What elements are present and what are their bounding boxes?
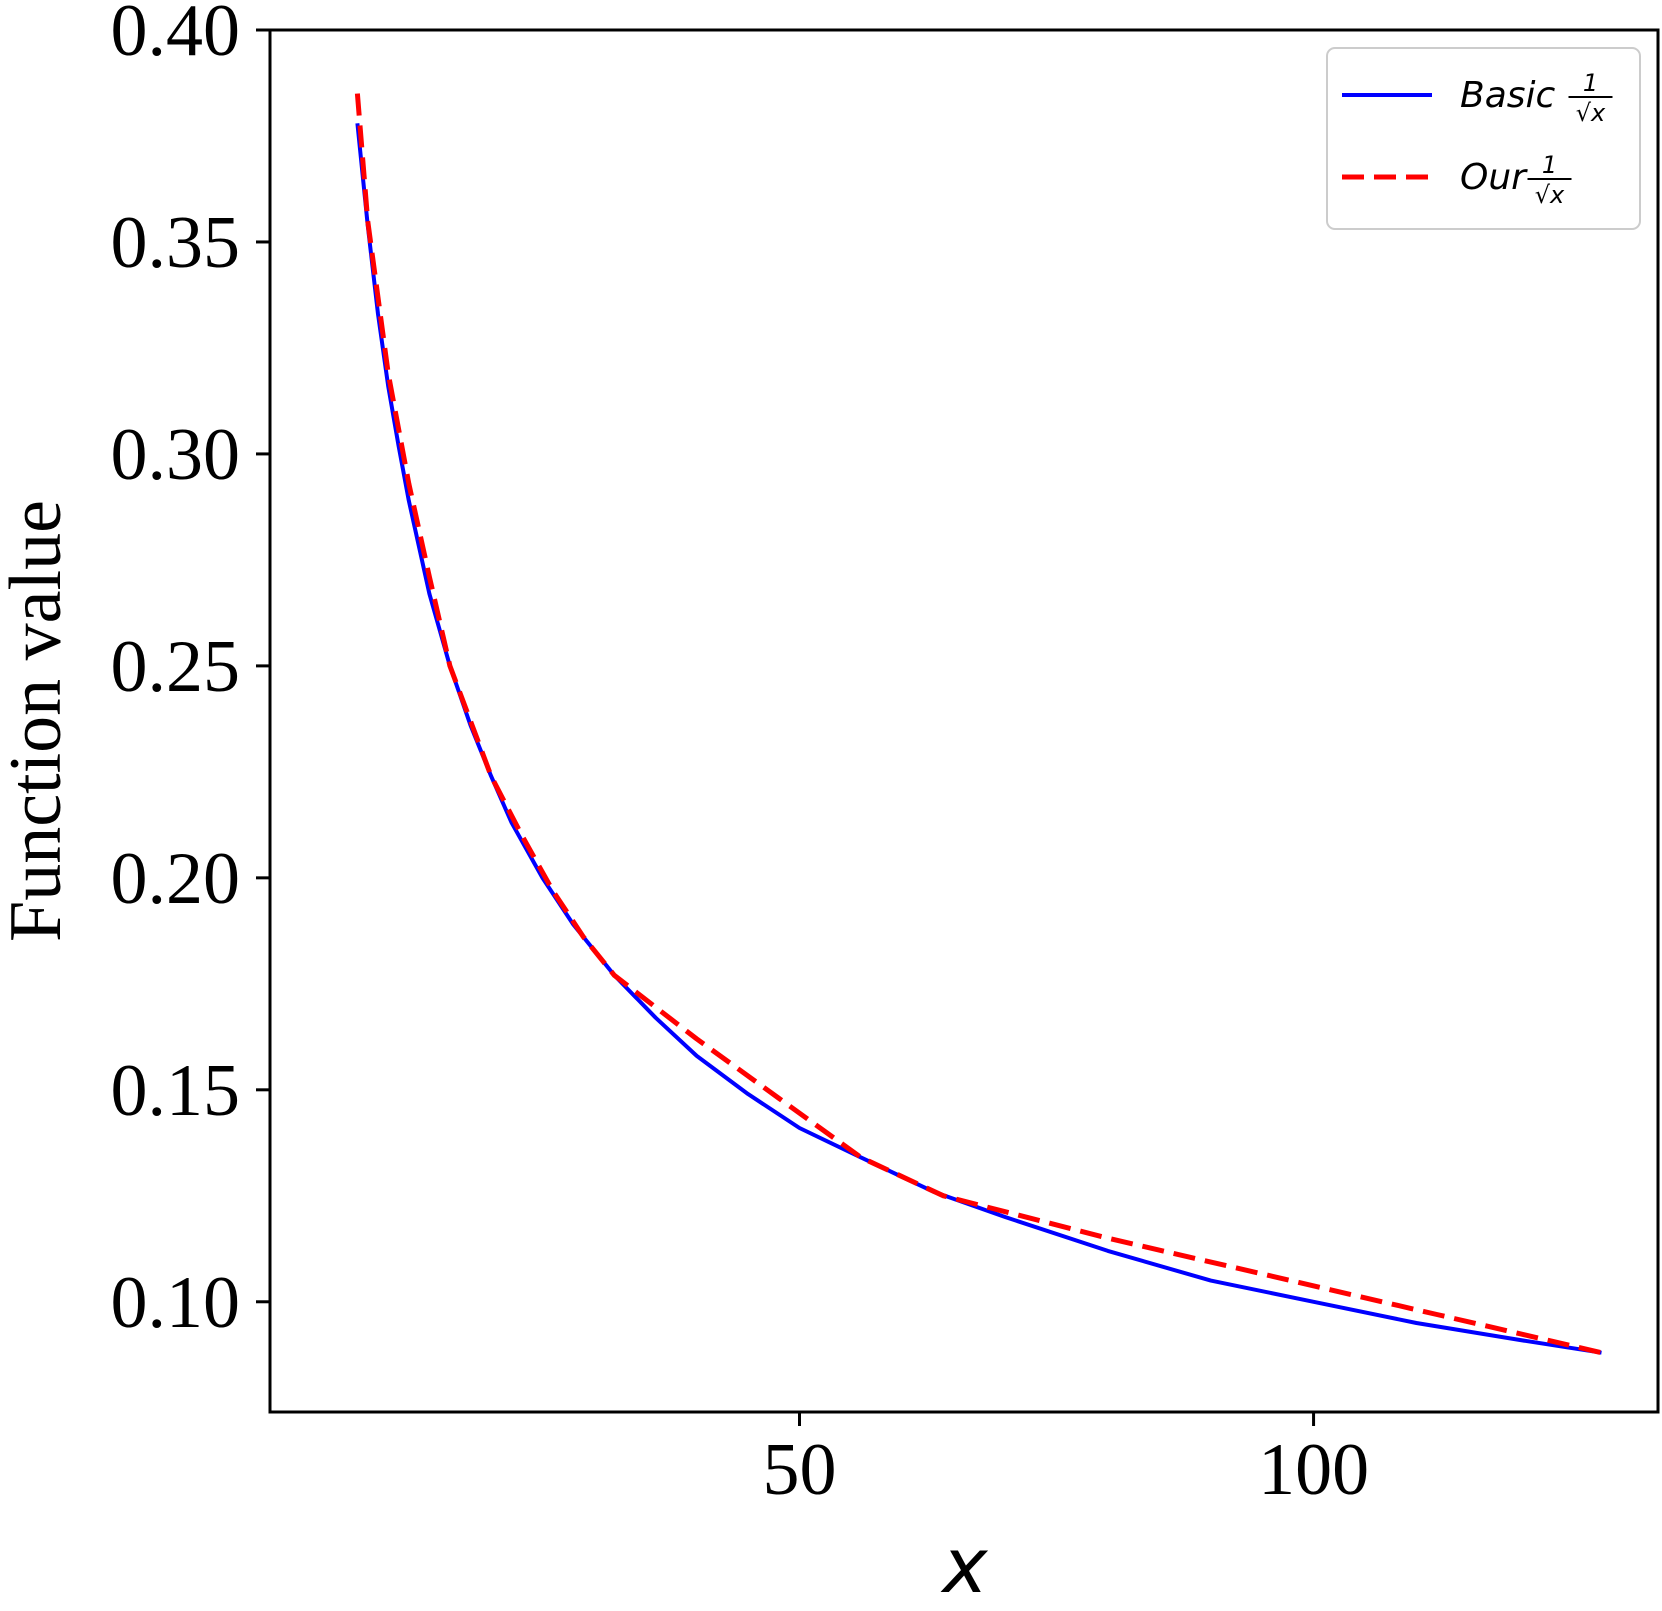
legend-label-basic: Basic (1460, 75, 1556, 116)
legend-label-our: Our (1460, 157, 1528, 198)
legend-fraction-denominator: √x (1535, 181, 1565, 209)
y-tick-label: 0.30 (111, 414, 241, 496)
y-tick-label: 0.15 (111, 1050, 241, 1132)
y-tick-label: 0.25 (111, 626, 241, 708)
legend-fraction-numerator: 1 (1542, 151, 1557, 179)
x-axis-title: x (941, 1521, 989, 1610)
x-axis: 50 100 (762, 1412, 1369, 1511)
y-axis: 0.10 0.15 0.20 0.25 0.30 0.35 0.40 (111, 0, 270, 1344)
legend-fraction-denominator: √x (1576, 99, 1606, 127)
y-tick-label: 0.20 (111, 838, 241, 920)
series-line-our (354, 93, 1603, 1356)
x-tick-label: 100 (1258, 1429, 1369, 1511)
plot-frame (268, 28, 1660, 1414)
x-tick-label: 50 (762, 1429, 836, 1511)
y-tick-label: 0.40 (111, 0, 241, 72)
y-tick-label: 0.10 (111, 1262, 241, 1344)
y-tick-label: 0.35 (111, 202, 241, 284)
series-layer (354, 93, 1603, 1356)
y-axis-title: Function value (0, 500, 77, 942)
legend-fraction-numerator: 1 (1583, 69, 1598, 97)
